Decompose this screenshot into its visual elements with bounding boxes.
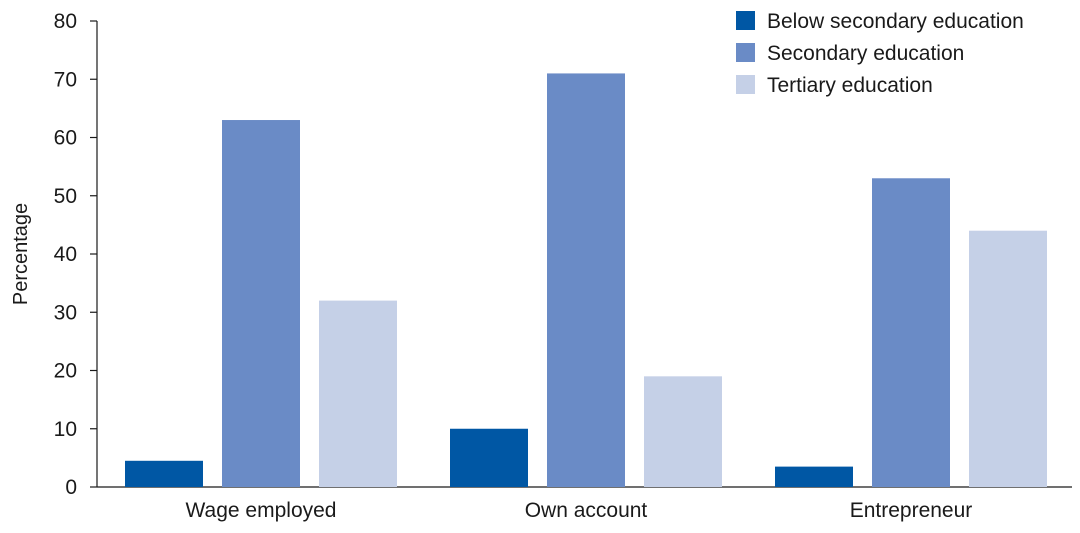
legend-label: Below secondary education [767, 10, 1024, 33]
bar-tertiary-education-wage-employed [319, 300, 397, 487]
y-axis-label: Percentage [10, 203, 32, 305]
bar-below-secondary-education-own-account [450, 428, 528, 487]
y-tick-label: 50 [54, 185, 77, 208]
y-tick-label: 30 [54, 301, 77, 324]
bars-layer [125, 73, 1047, 488]
bar-secondary-education-own-account [547, 73, 625, 488]
legend-swatch [736, 43, 755, 62]
bar-below-secondary-education-entrepreneur [775, 466, 853, 487]
y-tick-label: 60 [54, 127, 77, 150]
x-tick-label: Own account [525, 499, 648, 522]
bar-tertiary-education-entrepreneur [969, 230, 1047, 487]
legend-swatch [736, 75, 755, 94]
y-tick-label: 0 [65, 476, 77, 499]
y-tick-label: 80 [54, 10, 77, 33]
bar-below-secondary-education-wage-employed [125, 460, 203, 487]
x-tick-label: Wage employed [186, 499, 337, 522]
bar-secondary-education-entrepreneur [872, 178, 950, 487]
y-tick-label: 20 [54, 360, 77, 383]
legend-label: Tertiary education [767, 74, 933, 97]
axes-layer: 0 10 20 30 40 50 60 70 80 Wage employed Own accoun… [54, 10, 1072, 522]
y-tick-label: 10 [54, 418, 77, 441]
y-tick-label: 70 [54, 68, 77, 91]
legend-swatch [736, 11, 755, 30]
legend-label: Secondary education [767, 42, 964, 65]
x-tick-label: Entrepreneur [850, 499, 973, 522]
legend: Below secondary education Secondary educa… [736, 10, 1024, 97]
bar-secondary-education-wage-employed [222, 120, 300, 488]
bar-tertiary-education-own-account [644, 376, 722, 487]
y-tick-label: 40 [54, 243, 77, 266]
